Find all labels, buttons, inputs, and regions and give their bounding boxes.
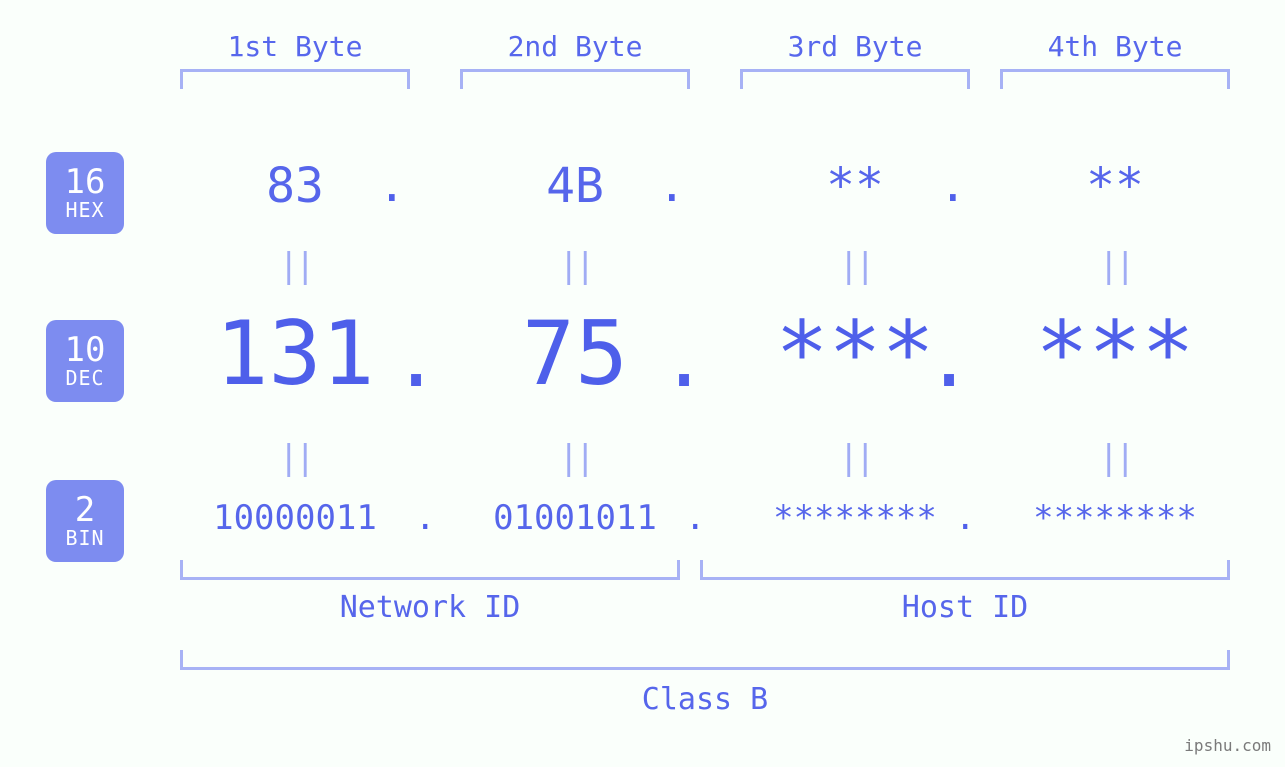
class-label: Class B: [180, 682, 1230, 717]
hex-cell-1: 83: [180, 158, 410, 214]
bin-value: ********: [740, 498, 970, 538]
byte-col-2: 2nd Byte: [460, 30, 690, 89]
badge-dec-lbl: DEC: [65, 368, 104, 389]
bin-value: ********: [1000, 498, 1230, 538]
bin-cell-3: ********: [740, 498, 970, 538]
dec-value: 75: [460, 302, 690, 405]
eq-cell: ||: [740, 246, 970, 286]
eq-cell: ||: [180, 246, 410, 286]
network-id-label: Network ID: [180, 590, 680, 625]
equals-symbol: ||: [180, 438, 410, 478]
byte-col-3: 3rd Byte: [740, 30, 970, 89]
eq-cell: ||: [180, 438, 410, 478]
badge-hex: 16 HEX: [46, 152, 124, 234]
bin-cell-1: 10000011: [180, 498, 410, 538]
dec-cell-4: ***: [1000, 302, 1230, 405]
equals-symbol: ||: [740, 438, 970, 478]
equals-symbol: ||: [1000, 246, 1230, 286]
bracket-top: [1000, 69, 1230, 89]
byte-header: 1st Byte: [180, 30, 410, 63]
hex-value: 4B: [460, 158, 690, 214]
bracket-top: [460, 69, 690, 89]
badge-dec-num: 10: [65, 333, 106, 369]
eq-cell: ||: [740, 438, 970, 478]
badge-bin-lbl: BIN: [65, 528, 104, 549]
dot-bin: .: [685, 498, 705, 538]
host-id-label: Host ID: [700, 590, 1230, 625]
class-bracket: [180, 650, 1230, 670]
byte-col-4: 4th Byte: [1000, 30, 1230, 89]
hex-value: **: [1000, 158, 1230, 214]
equals-symbol: ||: [1000, 438, 1230, 478]
dec-value: 131: [180, 302, 410, 405]
dot-hex: .: [378, 158, 406, 212]
badge-bin-num: 2: [75, 493, 95, 529]
dot-dec: .: [925, 312, 973, 405]
equals-symbol: ||: [180, 246, 410, 286]
byte-header: 4th Byte: [1000, 30, 1230, 63]
eq-cell: ||: [460, 246, 690, 286]
byte-header: 3rd Byte: [740, 30, 970, 63]
bracket-top: [740, 69, 970, 89]
dot-dec: .: [392, 312, 440, 405]
badge-hex-num: 16: [65, 165, 106, 201]
bin-value: 10000011: [180, 498, 410, 538]
equals-symbol: ||: [460, 246, 690, 286]
badge-bin: 2 BIN: [46, 480, 124, 562]
bin-cell-4: ********: [1000, 498, 1230, 538]
eq-cell: ||: [460, 438, 690, 478]
dot-bin: .: [415, 498, 435, 538]
hex-cell-2: 4B: [460, 158, 690, 214]
hex-value: **: [740, 158, 970, 214]
badge-dec: 10 DEC: [46, 320, 124, 402]
dot-hex: .: [939, 158, 967, 212]
bracket-top: [180, 69, 410, 89]
dec-cell-1: 131: [180, 302, 410, 405]
network-id-bracket: [180, 560, 680, 580]
eq-cell: ||: [1000, 246, 1230, 286]
equals-symbol: ||: [740, 246, 970, 286]
hex-cell-4: **: [1000, 158, 1230, 214]
dot-bin: .: [955, 498, 975, 538]
dec-cell-2: 75: [460, 302, 690, 405]
watermark: ipshu.com: [1184, 736, 1271, 755]
host-id-bracket: [700, 560, 1230, 580]
eq-cell: ||: [1000, 438, 1230, 478]
bin-value: 01001011: [460, 498, 690, 538]
byte-header: 2nd Byte: [460, 30, 690, 63]
hex-cell-3: **: [740, 158, 970, 214]
hex-value: 83: [180, 158, 410, 214]
dot-dec: .: [660, 312, 708, 405]
byte-col-1: 1st Byte: [180, 30, 410, 89]
bin-cell-2: 01001011: [460, 498, 690, 538]
equals-symbol: ||: [460, 438, 690, 478]
dot-hex: .: [658, 158, 686, 212]
badge-hex-lbl: HEX: [65, 200, 104, 221]
dec-value: ***: [1000, 302, 1230, 405]
